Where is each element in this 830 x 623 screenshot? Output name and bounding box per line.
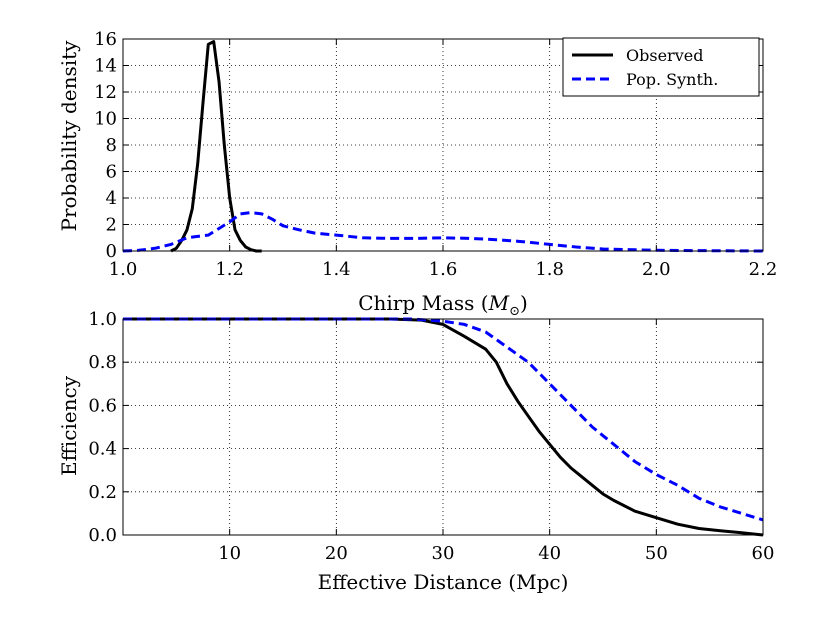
efficiency-series-pop-synth [123,317,764,522]
efficiency-xtick-label: 50 [645,543,668,564]
chirp-mass-series-pop-synth [122,211,764,253]
efficiency-series [123,317,764,537]
efficiency-ytick-label: 1.0 [88,309,117,330]
efficiency-ytick-label: 0.6 [88,395,117,416]
chirp-mass-xtick-label: 1.4 [322,259,351,280]
legend-observed-label: Observed [626,46,703,65]
legend-box [562,37,760,97]
chirp-mass-ytick-label: 2 [106,215,117,236]
chirp-mass-xtick-label: 2.0 [642,259,671,280]
chirp-mass-series-observed [170,40,262,253]
chirp-mass-series [122,40,764,253]
efficiency-ytick-label: 0.2 [88,482,117,503]
chirp-mass-xtick-label: 1.8 [535,259,564,280]
legend: Observed Pop. Synth. [562,37,760,97]
efficiency-xlabel: Effective Distance (Mpc) [318,570,569,594]
chirp-mass-ytick-label: 12 [94,82,117,103]
chirp-mass-xtick-label: 2.2 [749,259,778,280]
chirp-mass-panel: 1.0 1.2 1.4 1.6 1.8 2.0 2.2 0 2 4 6 8 10 12 14 16 Chirp… [57,29,777,319]
chirp-mass-ytick-label: 8 [106,135,117,156]
efficiency-xtick-label: 10 [218,543,241,564]
efficiency-ylabel: Efficiency [57,375,81,476]
chirp-mass-ytick-label: 4 [106,188,117,209]
efficiency-xtick-label: 60 [752,543,775,564]
chirp-mass-ylabel: Probability density [57,40,81,232]
efficiency-xtick-label: 40 [538,543,561,564]
efficiency-ytick-label: 0.0 [88,525,117,546]
efficiency-xtick-label: 20 [325,543,348,564]
efficiency-series-observed [123,317,764,537]
legend-popsynth-label: Pop. Synth. [626,70,718,89]
chirp-mass-ticks: 1.0 1.2 1.4 1.6 1.8 2.0 2.2 0 2 4 6 8 10 12 14 16 [94,29,777,280]
chirp-mass-ytick-label: 16 [94,29,117,50]
efficiency-ytick-label: 0.4 [88,439,117,460]
chirp-mass-xtick-label: 1.0 [109,259,138,280]
chirp-mass-xtick-label: 1.2 [215,259,244,280]
chirp-mass-ytick-label: 14 [94,56,117,77]
chirp-mass-xlabel: Chirp Mass (M⊙) [358,291,528,319]
chirp-mass-ytick-label: 0 [106,241,117,262]
chirp-mass-xtick-label: 1.6 [429,259,458,280]
efficiency-ytick-label: 0.8 [88,352,117,373]
efficiency-ticks: 10 20 30 40 50 60 0.0 0.2 0.4 0.6 0.8 1.0 [88,309,774,564]
chirp-mass-ytick-label: 6 [106,162,117,183]
efficiency-panel: 10 20 30 40 50 60 0.0 0.2 0.4 0.6 0.8 1.0 Effective… [57,309,774,594]
chirp-mass-ytick-label: 10 [94,109,117,130]
efficiency-grid [123,318,764,536]
efficiency-xtick-label: 30 [432,543,455,564]
